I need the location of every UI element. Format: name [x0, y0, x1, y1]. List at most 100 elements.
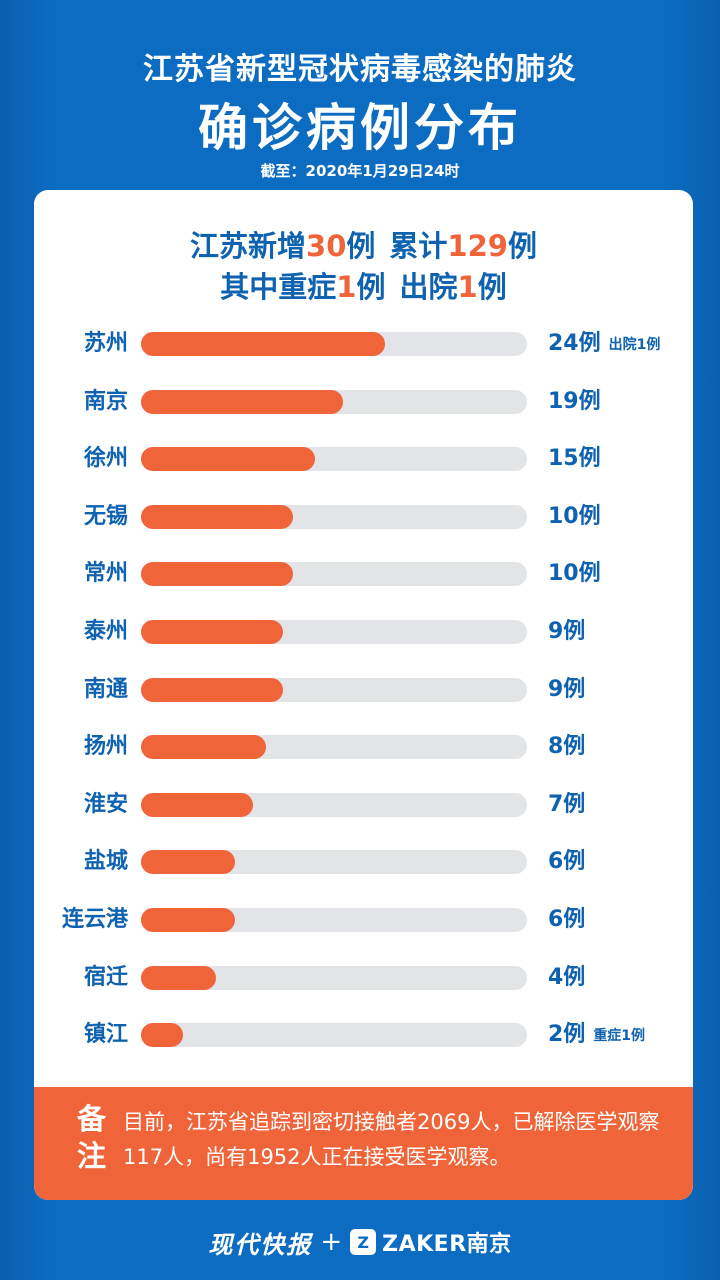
chart-row: 盐城 6例: [34, 847, 693, 877]
discharged-label: 出院: [399, 270, 458, 304]
count-note: 重症1例: [593, 1028, 646, 1044]
city-label: 镇江: [83, 1022, 128, 1047]
chart-row: 常州 10例: [34, 559, 693, 589]
chart-row: 南京 19例: [34, 387, 693, 417]
bar-track: [141, 678, 527, 702]
bar-track: [141, 966, 527, 990]
remark-box: 备 注 目前，江苏省追踪到密切接触者2069人，已解除医学观察117人，尚有19…: [34, 1087, 693, 1200]
bar-fill: [141, 620, 283, 644]
chart-row: 泰州 9例: [34, 617, 693, 647]
xiandai-kuaibao-logo: 现代快报: [208, 1229, 313, 1259]
bar-track: [141, 505, 527, 529]
bar-track: [141, 850, 527, 874]
count-label: 6例: [548, 847, 593, 877]
count-label: 8例: [548, 732, 593, 762]
count-label: 24例 出院1例: [548, 329, 660, 359]
count-label: 10例: [548, 559, 609, 589]
count-value: 24例: [548, 331, 601, 356]
severe-value: 1: [336, 270, 357, 304]
count-value: 6例: [548, 849, 586, 874]
chart-row: 扬州 8例: [34, 732, 693, 762]
remark-label-char: 注: [77, 1139, 107, 1173]
count-label: 19例: [548, 387, 609, 417]
bar-track: [141, 620, 527, 644]
bar-track: [141, 447, 527, 471]
count-note: 出院1例: [608, 337, 661, 353]
bar-fill: [141, 447, 315, 471]
count-label: 9例: [548, 617, 593, 647]
remark-label: 备 注: [77, 1101, 111, 1175]
bar-track: [141, 390, 527, 414]
new-value: 30: [306, 229, 347, 263]
bar-fill: [141, 793, 253, 817]
count-value: 4例: [548, 965, 586, 990]
new-label: 江苏新增: [190, 229, 307, 263]
remark-text: 目前，江苏省追踪到密切接触者2069人，已解除医学观察117人，尚有1952人正…: [123, 1110, 660, 1169]
city-label: 扬州: [83, 734, 128, 759]
summary-stats: 江苏新增30例 累计129例 其中重症1例 出院1例: [34, 226, 693, 308]
bar-fill: [141, 966, 216, 990]
unit: 例: [356, 270, 386, 304]
city-label: 南京: [83, 389, 128, 414]
bar-fill: [141, 332, 385, 356]
chart-row: 宿迁 4例: [34, 963, 693, 993]
city-label: 徐州: [83, 446, 128, 471]
city-label: 盐城: [83, 849, 128, 874]
page-title-line2: 确诊病例分布: [198, 99, 522, 157]
bar-fill: [141, 505, 293, 529]
chart-row: 镇江 2例 重症1例: [34, 1020, 693, 1050]
city-label: 淮安: [83, 792, 128, 817]
bar-fill: [141, 678, 283, 702]
chart-row: 徐州 15例: [34, 444, 693, 474]
bar-fill: [141, 735, 266, 759]
chart-row: 无锡 10例: [34, 502, 693, 532]
plus-sign: +: [320, 1227, 343, 1257]
city-label: 无锡: [83, 504, 128, 529]
chart-row: 连云港 6例: [34, 905, 693, 935]
count-value: 9例: [548, 677, 586, 702]
count-label: 10例: [548, 502, 609, 532]
footer-brands: 现代快报 + Z ZAKER南京: [0, 1224, 720, 1260]
chart-card: 江苏新增30例 累计129例 其中重症1例 出院1例 苏州 24例 出院1例 南京 19例徐…: [34, 190, 693, 1200]
bar-fill: [141, 908, 235, 932]
unit: 例: [346, 229, 376, 263]
count-value: 15例: [548, 446, 601, 471]
city-label: 连云港: [61, 907, 128, 932]
unit: 例: [477, 270, 507, 304]
count-value: 6例: [548, 907, 586, 932]
city-label: 常州: [83, 561, 128, 586]
bar-track: [141, 1023, 527, 1047]
bar-fill: [141, 850, 235, 874]
summary-line-1: 江苏新增30例 累计129例: [34, 226, 693, 267]
total-label: 累计: [389, 229, 448, 263]
count-value: 10例: [548, 561, 601, 586]
city-label: 泰州: [83, 619, 128, 644]
count-label: 7例: [548, 790, 593, 820]
count-value: 19例: [548, 389, 601, 414]
bar-track: [141, 908, 527, 932]
count-value: 7例: [548, 792, 586, 817]
city-label: 苏州: [83, 331, 128, 356]
bar-track: [141, 793, 527, 817]
bar-fill: [141, 390, 343, 414]
chart-row: 淮安 7例: [34, 790, 693, 820]
count-value: 8例: [548, 734, 586, 759]
total-value: 129: [447, 229, 508, 263]
unit: 例: [507, 229, 537, 263]
city-label: 南通: [83, 677, 128, 702]
zaker-nanjing-logo: ZAKER南京: [382, 1232, 512, 1257]
chart-row: 南通 9例: [34, 675, 693, 705]
summary-line-2: 其中重症1例 出院1例: [34, 267, 693, 308]
severe-label: 其中重症: [220, 270, 337, 304]
count-label: 6例: [548, 905, 593, 935]
zaker-logo-icon: Z: [350, 1229, 377, 1255]
count-label: 9例: [548, 675, 593, 705]
count-label: 15例: [548, 444, 609, 474]
count-label: 2例 重症1例: [548, 1020, 645, 1050]
as-of-date: 截至：2020年1月29日24时: [260, 162, 460, 180]
count-value: 9例: [548, 619, 586, 644]
count-value: 2例: [548, 1022, 586, 1047]
count-label: 4例: [548, 963, 593, 993]
bar-track: [141, 562, 527, 586]
remark-label-char: 备: [77, 1102, 107, 1136]
